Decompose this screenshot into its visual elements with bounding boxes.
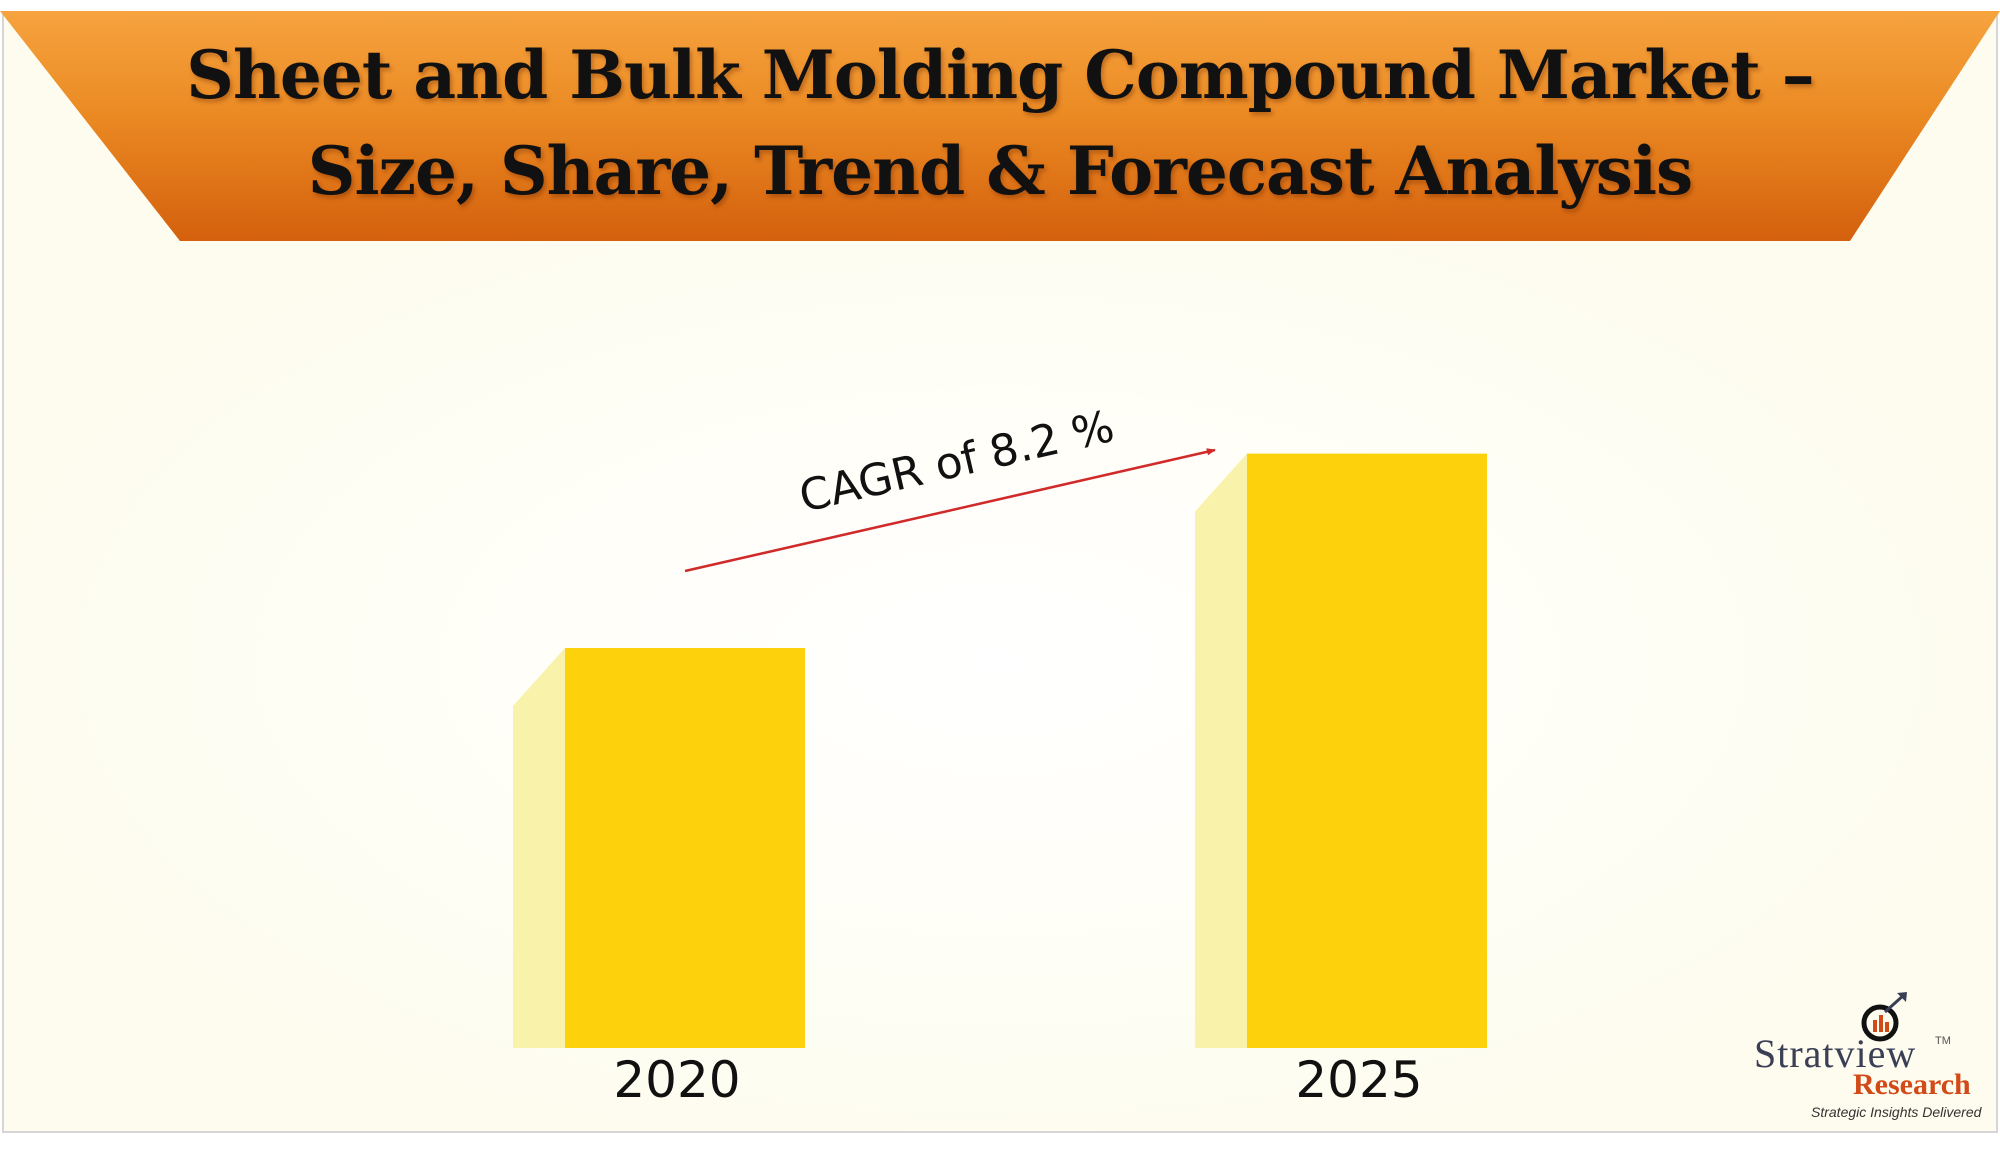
bar-2025 — [1247, 453, 1487, 1049]
x-tick-label-2020: 2020 — [613, 1051, 740, 1109]
bar-2020 — [565, 648, 805, 1048]
x-tick-label-2025: 2025 — [1295, 1051, 1422, 1109]
title-banner — [0, 11, 2000, 241]
cagr-arrow — [684, 448, 1216, 573]
bar-shadow-2020 — [513, 648, 565, 1048]
page-title-line-1: Sheet and Bulk Molding Compound Market – — [186, 36, 1814, 114]
brand-trademark: TM — [1935, 1035, 1951, 1047]
cagr-annotation: CAGR of 8.2 % — [795, 401, 1119, 523]
page-title-line-2: Size, Share, Trend & Forecast Analysis — [307, 132, 1693, 210]
brand-tagline: Strategic Insights Delivered — [1811, 1104, 1982, 1120]
brand-name: Stratview — [1754, 1031, 1917, 1076]
brand-sub: Research — [1853, 1068, 1971, 1101]
bar-shadow-2025 — [1195, 453, 1247, 1049]
stratview-logo-icon — [1855, 990, 1915, 1055]
